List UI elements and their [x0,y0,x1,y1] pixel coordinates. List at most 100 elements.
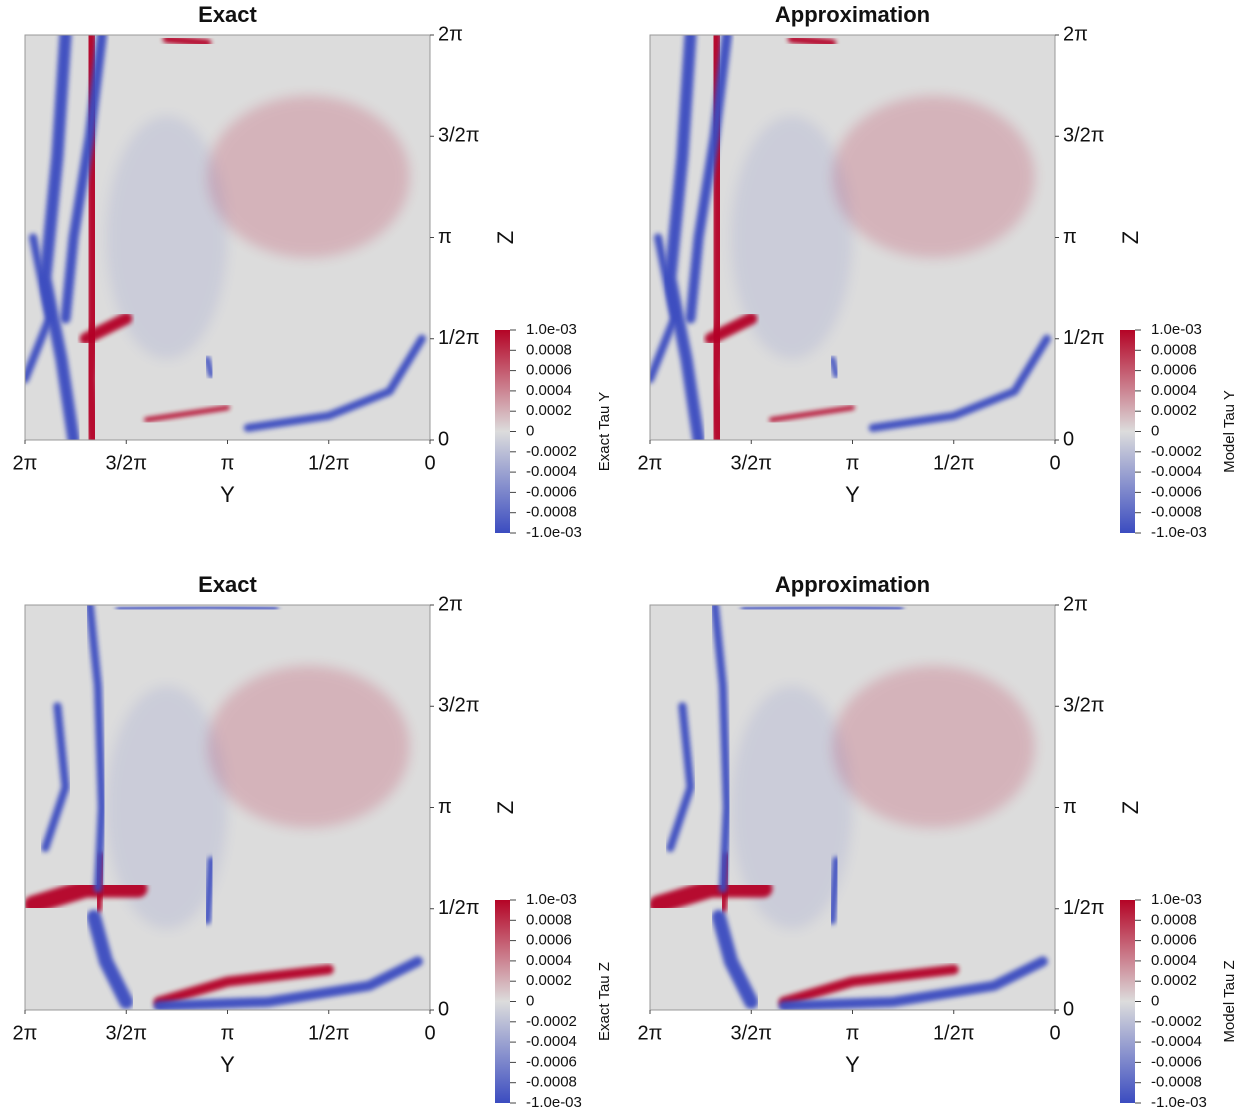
field [25,35,430,440]
y-tick-label: 1/2π [438,897,480,919]
field-haze [207,95,410,258]
field-feature [204,355,215,379]
colorbar-tick-label: -0.0004 [526,1033,577,1050]
colorbar-tick-label: -0.0002 [526,443,577,460]
colorbar-tick-label: 0.0006 [526,362,572,379]
field-feature [86,909,134,1009]
colorbar-tick-label: 0.0002 [1151,972,1197,989]
colorbar-tick-label: 0 [1151,422,1159,439]
colorbar-tick-label: 0 [526,422,534,439]
colorbar-tick-label: -1.0e-03 [1151,524,1207,541]
field-feature [203,856,215,925]
panel: Exact 2π 3/2π π 1/2π 0 Y 0 1/2π π 3/2π 2π Z 1.0e-03 0.… [13,2,613,541]
y-tick-label: 3/2π [438,125,480,147]
colorbar-tick-label: 1.0e-03 [1151,891,1202,908]
x-tick-label: 0 [424,452,435,474]
colorbar-tick-label: 0.0004 [526,952,572,969]
colorbar-tick-label: 0.0008 [526,911,572,928]
colorbar-tick-label: -0.0008 [526,1074,577,1091]
field-feature [115,605,279,612]
y-axis-label: Z [493,801,518,814]
colorbar-tick-label: 1.0e-03 [526,891,577,908]
colorbar-tick-label: -0.0008 [1151,1074,1202,1091]
x-tick-label: 1/2π [933,1022,975,1044]
colorbar-tick-label: -1.0e-03 [1151,1094,1207,1111]
colorbar-tick-label: -0.0002 [1151,1013,1202,1030]
field-haze [207,665,410,828]
colorbar-tick-label: 0.0002 [1151,402,1197,419]
colorbar [1120,330,1135,533]
y-tick-label: 3/2π [1063,125,1105,147]
colorbar-tick-label: 0.0008 [1151,341,1197,358]
x-axis-label: Y [220,482,235,507]
panel: Approximation 2π 3/2π π 1/2π 0 Y 0 1/2π π 3/2π 2π Z 1… [638,2,1238,541]
field-feature [41,702,70,853]
y-tick-label: 0 [438,428,449,450]
y-tick-label: 2π [1063,593,1088,615]
panel: Exact 2π 3/2π π 1/2π 0 Y 0 1/2π π 3/2π 2π Z 1.0e-03 0.… [13,572,613,1111]
x-axis-label: Y [845,482,860,507]
colorbar-tick-label: -0.0002 [526,1013,577,1030]
x-tick-label: 3/2π [730,1022,772,1044]
x-tick-label: 1/2π [308,452,350,474]
x-tick-label: 3/2π [105,452,147,474]
field-haze [106,116,228,359]
y-tick-label: π [1063,226,1077,248]
y-tick-label: 1/2π [1063,897,1105,919]
colorbar-tick-label: 0.0008 [1151,911,1197,928]
colorbar-label: Model Tau Z [1221,960,1238,1042]
colorbar-tick-label: -0.0006 [526,483,577,500]
colorbar-tick-label: 0.0004 [1151,382,1197,399]
field-feature [243,334,426,432]
field-feature [868,334,1051,432]
field-feature [650,233,679,384]
colorbar-tick-label: 0.0002 [526,402,572,419]
colorbar-tick-label: -0.0006 [1151,483,1202,500]
field-haze [832,95,1035,258]
panel-title: Exact [198,2,257,27]
field-feature [162,35,212,48]
colorbar-tick-label: 0.0004 [1151,952,1197,969]
x-tick-label: 0 [1049,1022,1060,1044]
y-tick-label: 3/2π [438,695,480,717]
field [650,35,1055,440]
colorbar-tick-label: 1.0e-03 [1151,321,1202,338]
field-feature [153,964,334,1007]
field-feature [153,956,423,1010]
field-feature [79,312,133,345]
colorbar-tick-label: 0.0006 [526,932,572,949]
colorbar [495,900,510,1103]
x-tick-label: 3/2π [730,452,772,474]
field-feature [740,605,904,612]
panel: Approximation 2π 3/2π π 1/2π 0 Y 0 1/2π π 3/2π 2π Z 1… [638,572,1238,1111]
y-tick-label: 2π [1063,23,1088,45]
field-feature [144,405,230,423]
colorbar-tick-label: 0.0006 [1151,932,1197,949]
panel-title: Approximation [775,572,930,597]
x-tick-label: 2π [13,1022,38,1044]
colorbar-tick-label: -0.0002 [1151,443,1202,460]
x-tick-label: 2π [638,1022,663,1044]
colorbar-tick-label: 0.0006 [1151,362,1197,379]
colorbar-tick-label: -0.0004 [1151,1033,1202,1050]
y-tick-label: 0 [1063,428,1074,450]
y-tick-label: 1/2π [438,327,480,349]
y-axis-label: Z [493,231,518,244]
x-tick-label: 1/2π [308,1022,350,1044]
field-feature [828,856,840,925]
colorbar-tick-label: 0.0008 [526,341,572,358]
panel-title: Exact [198,572,257,597]
y-axis-label: Z [1118,801,1143,814]
colorbar-tick-label: -0.0008 [1151,504,1202,521]
field-feature [666,702,695,853]
field-haze [106,686,228,929]
field-feature [25,233,54,384]
field-haze [731,686,853,929]
panel-title: Approximation [775,2,930,27]
x-tick-label: π [846,1022,860,1044]
field [25,605,430,1010]
colorbar [1120,900,1135,1103]
colorbar-label: Exact Tau Y [596,392,613,472]
field [650,605,1055,1010]
